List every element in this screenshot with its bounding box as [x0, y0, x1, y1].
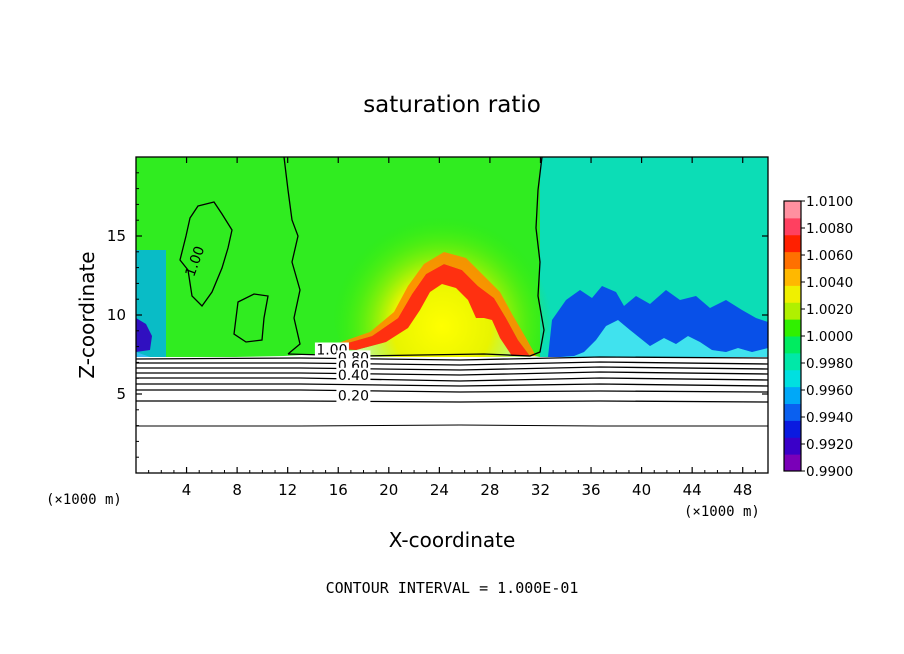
colorbar-label: 1.0040 — [806, 275, 853, 291]
x-tick-label: 40 — [632, 481, 651, 499]
colorbar-swatch — [784, 437, 801, 455]
east-blue-region — [548, 286, 768, 357]
colorbar: 0.9900 0.9920 0.9940 0.9960 0.9980 1.0000 1.00… — [783, 194, 853, 480]
colorbar-swatch — [784, 352, 801, 371]
contour-label-bg — [336, 388, 371, 404]
contour-0-20 — [136, 400, 768, 403]
colorbar-swatch — [784, 217, 801, 236]
supersaturated-core — [330, 264, 530, 356]
chart-title: saturation ratio — [363, 92, 541, 118]
colorbar-label: 0.9980 — [806, 356, 853, 372]
y-tick-label: 5 — [116, 385, 126, 403]
supersaturated-fringe — [318, 252, 536, 356]
colorbar-label: 1.0000 — [806, 329, 853, 345]
colorbar-swatch — [784, 285, 801, 303]
contour-0-80 — [136, 361, 768, 366]
y-tick-label: 15 — [107, 227, 126, 245]
x-tick-label: 48 — [733, 481, 752, 499]
colorbar-label: 0.9920 — [806, 437, 853, 453]
contour-0-30 — [136, 389, 768, 393]
colorbar-swatch — [784, 386, 801, 404]
x-axis-label: X-coordinate — [389, 528, 516, 552]
x-unit-left: (×1000 m) — [46, 492, 122, 508]
x-tick-label: 24 — [430, 481, 449, 499]
x-tick-label: 32 — [531, 481, 550, 499]
contour-1-00-west-loop-upper — [179, 201, 233, 308]
contour-1-00-west-edge — [283, 157, 301, 355]
contour-0-10 — [136, 424, 768, 427]
plot-area: 1.001.000.800.600.400.20 — [136, 157, 768, 473]
x-unit-right: (×1000 m) — [684, 504, 760, 520]
colorbar-swatch — [784, 251, 801, 269]
x-tick-label: 28 — [480, 481, 499, 499]
x-tick-label: 44 — [683, 481, 702, 499]
x-tick-label: 12 — [278, 481, 297, 499]
colorbar-swatch — [784, 403, 801, 421]
subsaturated-layer — [136, 357, 768, 473]
colorbar-swatch — [784, 369, 801, 388]
colorbar-swatch — [784, 234, 801, 253]
contour-1-00-west-loop-lower — [233, 293, 269, 343]
x-axis: 4 8 12 16 20 24 28 32 36 40 44 48 — [148, 157, 756, 499]
colorbar-label: 1.0020 — [806, 302, 853, 318]
west-blue-edge — [136, 318, 152, 352]
contour-label: 0.20 — [338, 388, 369, 404]
colorbar-swatch — [784, 454, 801, 472]
y-axis: 5 10 15 — [107, 172, 768, 458]
colorbar-swatch — [784, 319, 801, 337]
contour-0-50 — [136, 377, 768, 382]
colorbar-label: 1.0080 — [806, 221, 853, 237]
contour-interval-note: CONTOUR INTERVAL = 1.000E-01 — [326, 579, 579, 597]
colorbar-swatch — [784, 302, 801, 320]
colorbar-swatch — [784, 268, 801, 286]
x-tick-label: 36 — [581, 481, 600, 499]
colorbar-label: 1.0100 — [806, 194, 853, 210]
x-tick-label: 4 — [182, 481, 192, 499]
colorbar-label: 0.9940 — [806, 410, 853, 426]
colorbar-label: 0.9900 — [806, 464, 853, 480]
x-tick-label: 8 — [232, 481, 242, 499]
contour-1-00-east-edge — [529, 157, 545, 357]
contour-0-70 — [136, 366, 768, 371]
x-tick-label: 16 — [329, 481, 348, 499]
contour-0-90 — [136, 356, 768, 361]
y-axis-label: Z-coordinate — [75, 251, 99, 378]
x-tick-label: 20 — [379, 481, 398, 499]
colorbar-swatch — [784, 336, 801, 354]
y-tick-label: 10 — [107, 306, 126, 324]
colorbar-swatch — [784, 201, 801, 219]
colorbar-swatch — [784, 420, 801, 438]
contour-label-bg — [336, 367, 371, 383]
contour-0-40 — [136, 383, 768, 387]
colorbar-label: 0.9960 — [806, 383, 853, 399]
colorbar-label: 1.0060 — [806, 248, 853, 264]
contour-label: 0.40 — [338, 368, 369, 384]
contour-0-60 — [136, 371, 768, 376]
contour-labels: 1.001.000.800.600.400.20 — [183, 244, 371, 404]
